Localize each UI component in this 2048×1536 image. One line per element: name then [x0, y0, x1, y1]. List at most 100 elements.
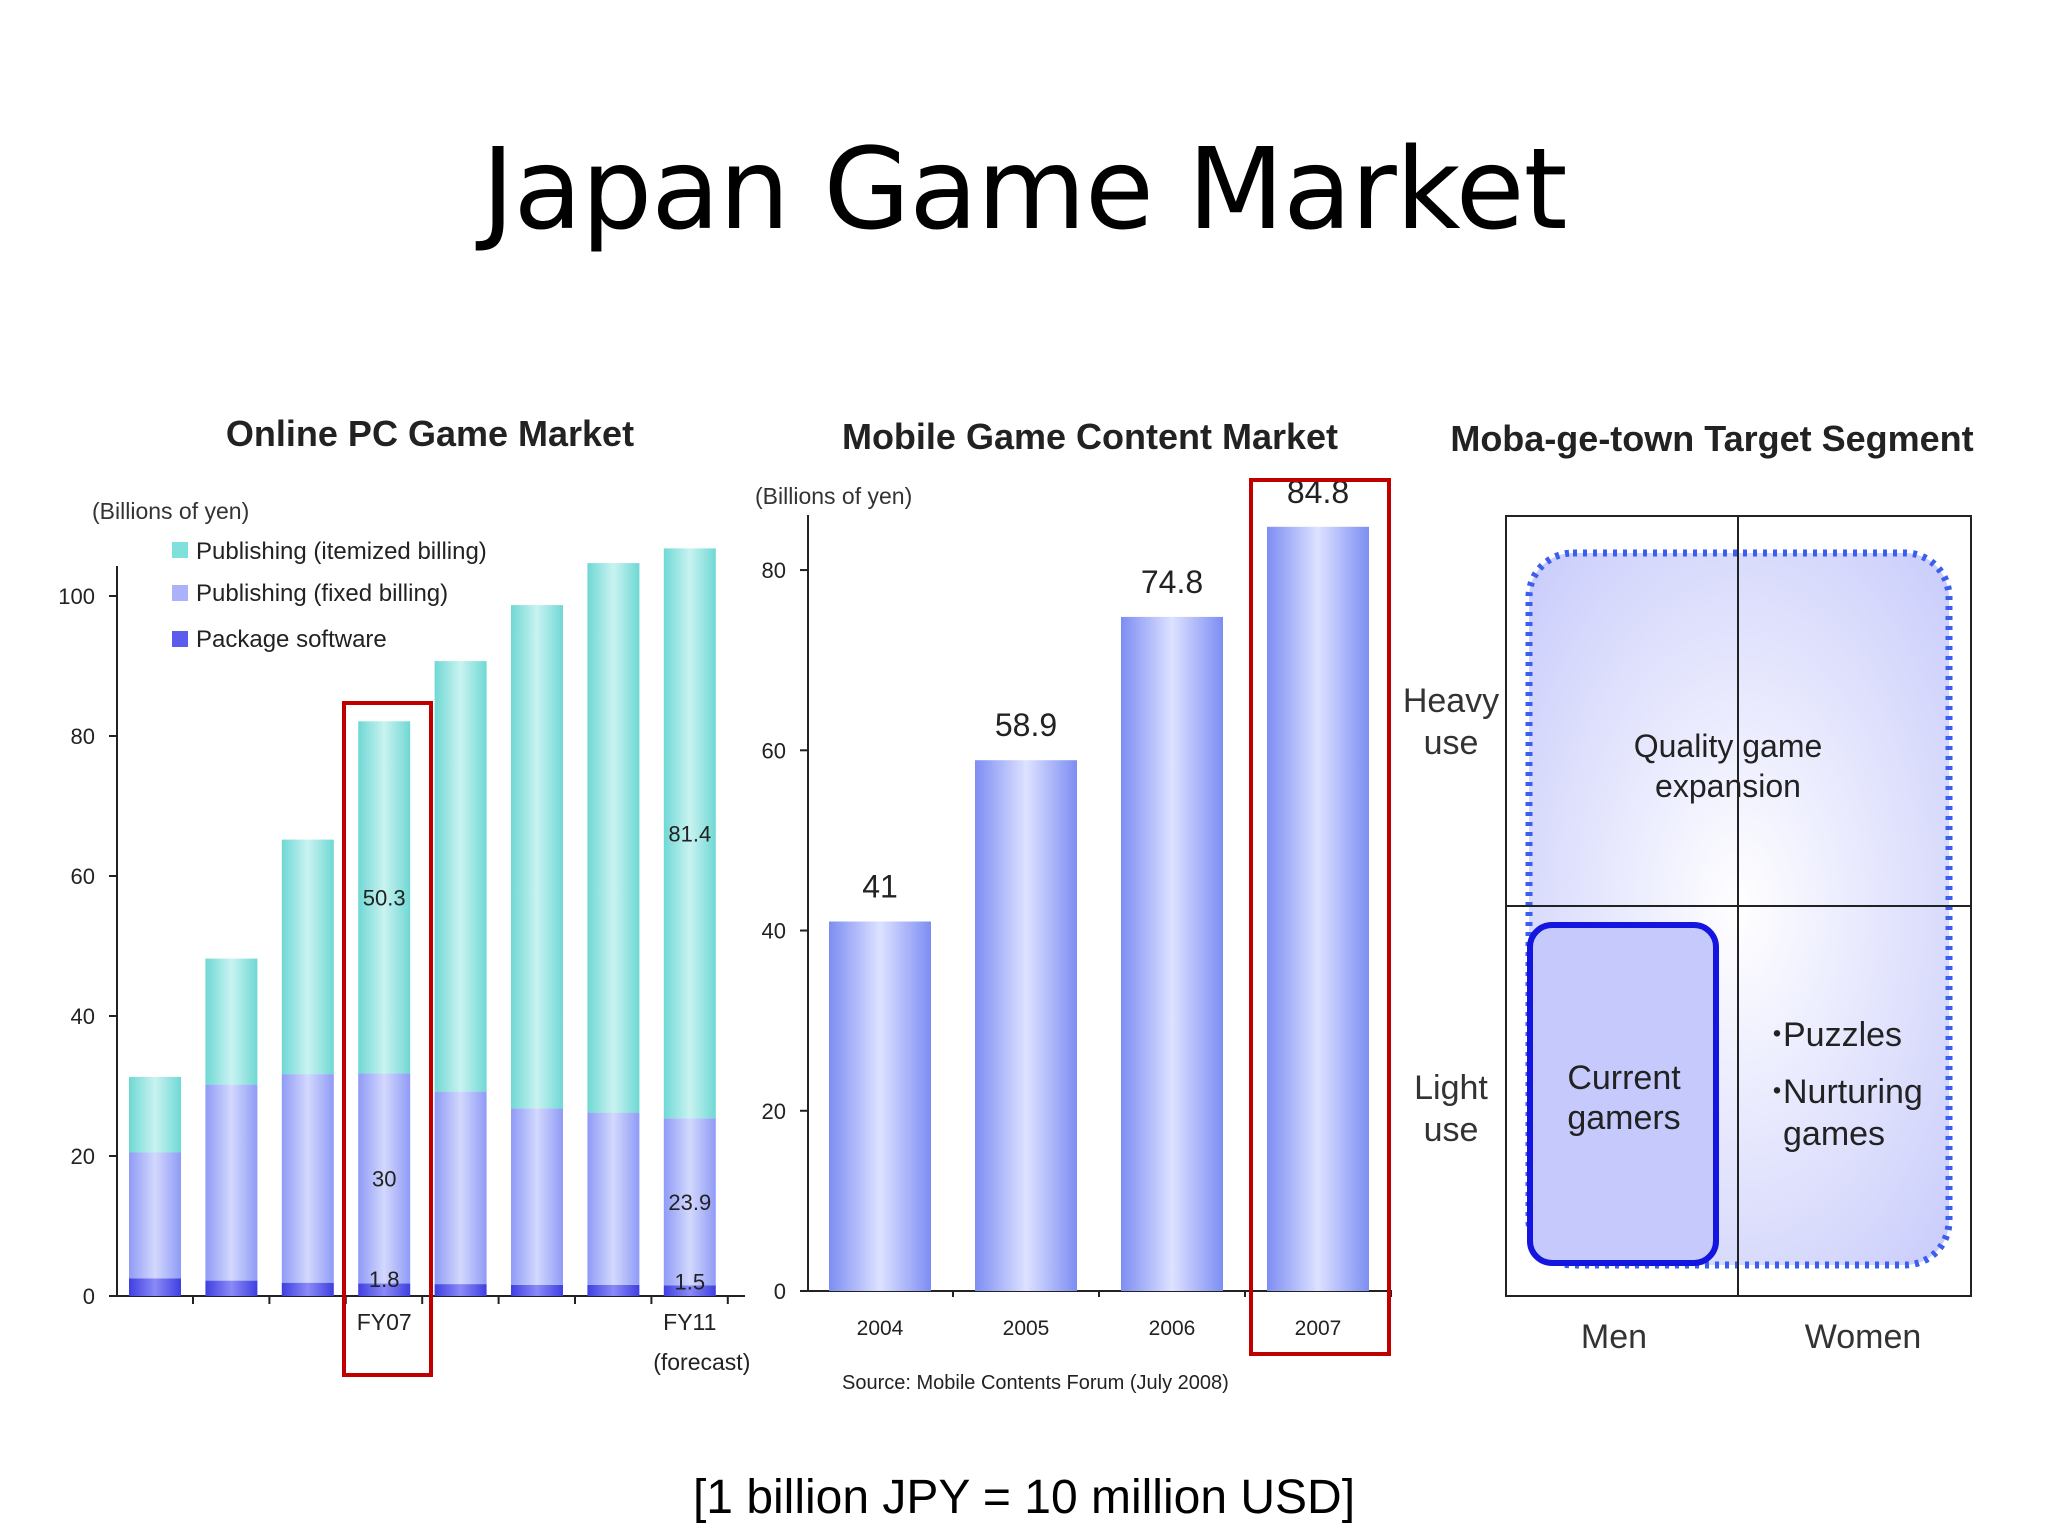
- row-label-light-1: Light: [1414, 1069, 1488, 1107]
- chart2-unit-label: (Billions of yen): [755, 483, 912, 509]
- chart2-bars: [829, 526, 1369, 1291]
- current-gamers-region: [1527, 922, 1719, 1266]
- row-label-light-2: use: [1424, 1111, 1479, 1149]
- chart2-value-labels: 41 58.9 74.8 84.8: [862, 474, 1349, 905]
- women-bullet-1: ・: [1762, 1019, 1792, 1052]
- chart1-legend: Publishing (itemized billing) Publishing…: [172, 538, 487, 653]
- bar-2007: [1267, 526, 1369, 1291]
- bar-publishing-fixed-billing-7: [663, 1118, 716, 1286]
- slide-title: Japan Game Market: [481, 125, 1567, 255]
- legend-label-itemized: Publishing (itemized billing): [196, 538, 487, 565]
- chart2-y-tick-label: 20: [762, 1099, 786, 1124]
- chart2-y-tick-label: 0: [774, 1279, 786, 1304]
- bar-2006: [1121, 616, 1223, 1291]
- chart1-y-tick-label: 0: [83, 1284, 95, 1309]
- chart2-axes: 0 20 40 60 80: [762, 515, 1392, 1304]
- bar-package-software-4: [434, 1284, 487, 1296]
- bar-package-software-0: [129, 1278, 181, 1296]
- bar-publishing-fixed-billing-6: [587, 1112, 640, 1285]
- chart1-data-label: 1.8: [369, 1267, 400, 1292]
- bar-publishing-fixed-billing-1: [205, 1084, 258, 1281]
- legend-swatch-fixed: [172, 585, 188, 601]
- chart2-title: Mobile Game Content Market: [842, 416, 1338, 457]
- chart1-data-label: 30: [372, 1166, 396, 1191]
- chart2-source: Source: Mobile Contents Forum (July 2008…: [842, 1372, 1229, 1394]
- chart1-y-tick-label: 40: [71, 1004, 95, 1029]
- bar-publishing-itemized-billing-7: [663, 548, 716, 1119]
- segment-matrix: Quality game expansion Current gamers ・ …: [1403, 515, 1972, 1356]
- chart1-category-label: FY11: [663, 1309, 716, 1335]
- legend-swatch-itemized: [172, 542, 188, 558]
- chart2-y-tick-label: 80: [762, 558, 786, 583]
- chart1-highlight-fy07: [342, 701, 433, 1377]
- row-label-heavy-2: use: [1424, 724, 1479, 762]
- bar-package-software-1: [205, 1280, 258, 1296]
- chart1-category-sublabel: (forecast): [653, 1349, 750, 1375]
- chart2-y-tick-label: 40: [762, 919, 786, 944]
- chart1-data-labels: 1.8 30 50.3 1.5 23.9 81.4: [363, 821, 711, 1294]
- quality-label-line2: expansion: [1655, 768, 1801, 804]
- bar-publishing-fixed-billing-5: [511, 1108, 563, 1285]
- chart2-y-tick-label: 60: [762, 738, 786, 763]
- current-gamers-line1: Current: [1567, 1059, 1681, 1097]
- chart2-category-labels: 2004 2005 2006 2007: [857, 1317, 1342, 1340]
- bar-package-software-3: [358, 1283, 411, 1296]
- col-label-men: Men: [1581, 1318, 1647, 1356]
- bar-package-software-2: [281, 1282, 334, 1296]
- women-item-games: games: [1783, 1115, 1885, 1153]
- chart1-category-label: FY07: [357, 1309, 412, 1335]
- quality-expansion-region: [1525, 549, 1953, 1269]
- bar-2005: [975, 760, 1077, 1291]
- chart2-category-label: 2004: [857, 1317, 904, 1340]
- chart2-value-label: 58.9: [995, 707, 1057, 743]
- women-item-puzzles: Puzzles: [1783, 1016, 1902, 1054]
- chart1-data-label: 50.3: [363, 885, 406, 910]
- bar-publishing-itemized-billing-2: [281, 839, 334, 1075]
- chart2-category-label: 2006: [1149, 1317, 1196, 1340]
- chart1-bars: [129, 548, 716, 1296]
- chart1-unit-label: (Billions of yen): [92, 498, 249, 524]
- bar-publishing-fixed-billing-3: [358, 1073, 411, 1284]
- bar-publishing-itemized-billing-4: [434, 661, 487, 1092]
- chart1-data-label: 23.9: [668, 1190, 711, 1215]
- chart1-axes: 0 20 40 60 80 100: [58, 566, 745, 1309]
- chart1-data-label: 1.5: [675, 1269, 706, 1294]
- women-item-nurturing: Nurturing: [1783, 1073, 1923, 1111]
- col-label-women: Women: [1805, 1318, 1922, 1356]
- chart1-title: Online PC Game Market: [226, 413, 634, 454]
- segment-frame: [1505, 515, 1972, 1297]
- bar-2004: [829, 921, 931, 1291]
- chart2-category-label: 2005: [1003, 1317, 1050, 1340]
- bar-publishing-fixed-billing-4: [434, 1091, 487, 1285]
- chart1-category-labels: FY07 FY11 (forecast): [357, 1309, 751, 1375]
- bar-publishing-fixed-billing-2: [281, 1074, 334, 1283]
- chart1-y-tick-label: 80: [71, 724, 95, 749]
- current-gamers-line2: gamers: [1567, 1099, 1680, 1137]
- segment-title: Moba-ge-town Target Segment: [1450, 418, 1973, 459]
- chart1-y-tick-label: 20: [71, 1144, 95, 1169]
- legend-label-fixed: Publishing (fixed billing): [196, 580, 448, 607]
- chart2-value-label: 74.8: [1141, 564, 1203, 600]
- chart1-y-tick-label: 100: [58, 584, 95, 609]
- chart2-highlight-2007: [1249, 478, 1391, 1356]
- chart2-value-label: 41: [862, 869, 898, 905]
- quality-label-line1: Quality game: [1634, 728, 1823, 764]
- legend-swatch-package: [172, 631, 188, 647]
- chart2-value-label: 84.8: [1287, 474, 1349, 510]
- currency-footnote: [1 billion JPY = 10 million USD]: [692, 1471, 1356, 1524]
- bar-publishing-itemized-billing-3: [358, 721, 411, 1074]
- chart2-category-label: 2007: [1295, 1317, 1342, 1340]
- chart1-data-label: 81.4: [668, 821, 711, 846]
- chart1-y-tick-label: 60: [71, 864, 95, 889]
- women-bullet-2: ・: [1762, 1076, 1792, 1109]
- bar-package-software-6: [587, 1284, 640, 1296]
- bar-publishing-itemized-billing-1: [205, 958, 258, 1085]
- row-label-heavy-1: Heavy: [1403, 682, 1499, 720]
- legend-label-package: Package software: [196, 626, 387, 653]
- bar-publishing-itemized-billing-6: [587, 563, 640, 1113]
- bar-publishing-fixed-billing-0: [129, 1152, 181, 1279]
- bar-package-software-7: [663, 1285, 716, 1296]
- bar-package-software-5: [511, 1284, 563, 1296]
- bar-publishing-itemized-billing-5: [511, 605, 563, 1109]
- bar-publishing-itemized-billing-0: [129, 1076, 181, 1153]
